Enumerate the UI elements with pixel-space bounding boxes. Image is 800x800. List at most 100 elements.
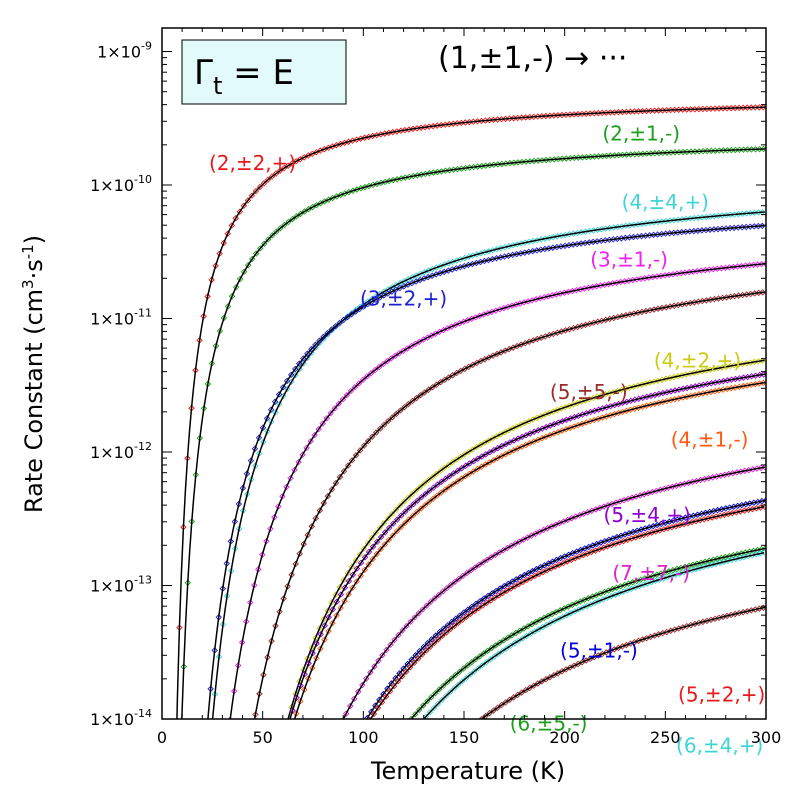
data-point <box>493 432 501 440</box>
data-point <box>487 597 494 604</box>
data-point <box>505 427 513 434</box>
fit-line <box>207 224 765 719</box>
data-point <box>395 749 400 754</box>
data-point <box>343 760 348 765</box>
data-point <box>484 647 491 654</box>
data-point <box>223 750 228 755</box>
data-point <box>510 694 517 701</box>
y-tick-label: 1×10-14 <box>90 707 152 729</box>
data-point <box>421 480 428 487</box>
data-point <box>393 410 400 418</box>
data-point <box>522 686 530 694</box>
data-point <box>478 453 486 460</box>
data-point <box>375 363 383 371</box>
series-8 <box>270 371 766 791</box>
data-point <box>396 279 404 287</box>
data-point <box>471 668 478 675</box>
series-label: (6,±5,-) <box>510 712 588 736</box>
data-point <box>272 170 280 177</box>
data-point <box>368 298 375 306</box>
y-tick-label: 1×10-10 <box>90 173 152 195</box>
data-point <box>383 357 391 365</box>
data-point <box>496 585 504 592</box>
data-point <box>376 294 384 301</box>
data-point <box>535 570 543 578</box>
x-tick-label: 50 <box>252 728 272 747</box>
data-point <box>278 752 283 757</box>
data-point <box>453 456 460 463</box>
data-point <box>337 768 342 773</box>
data-point <box>463 613 470 620</box>
series-label: (4,±4,+) <box>622 190 709 214</box>
symmetry-gamma: Γ <box>194 53 213 93</box>
data-point <box>531 572 539 580</box>
data-point <box>466 460 473 467</box>
data-point <box>496 639 504 646</box>
data-point <box>420 336 427 343</box>
data-point <box>477 441 484 449</box>
data-point <box>457 453 464 461</box>
data-point <box>296 156 304 163</box>
y-tick-base: 1×10 <box>90 710 134 729</box>
data-point <box>204 786 209 791</box>
data-point <box>490 707 497 714</box>
data-point <box>503 645 510 652</box>
data-point <box>301 208 308 215</box>
y-tick-label: 1×10-12 <box>90 440 152 462</box>
x-tick-label: 100 <box>348 728 379 747</box>
data-point <box>276 167 284 175</box>
data-point <box>384 290 392 297</box>
data-point <box>277 224 284 232</box>
data-point <box>516 627 524 634</box>
data-point <box>519 578 527 586</box>
data-point <box>542 676 550 683</box>
data-point <box>528 532 535 539</box>
data-point <box>510 447 517 454</box>
series-5 <box>252 289 766 719</box>
data-point <box>411 728 416 733</box>
data-point <box>489 435 496 442</box>
data-point <box>525 569 532 577</box>
y-tick-base: 1×10 <box>90 443 134 462</box>
data-point <box>494 454 501 462</box>
data-point <box>458 465 465 472</box>
data-point <box>503 587 511 594</box>
data-point <box>407 733 412 738</box>
data-point <box>451 578 459 586</box>
data-point <box>368 295 376 303</box>
data-point <box>537 563 544 571</box>
data-point <box>413 394 420 402</box>
data-point <box>494 704 501 711</box>
data-point <box>348 311 355 318</box>
data-point <box>293 213 300 220</box>
data-point <box>345 751 350 756</box>
data-point <box>397 407 404 414</box>
y-axis-title-mid: ·s <box>20 259 48 279</box>
data-point <box>454 467 461 475</box>
y-axis-title-prefix: Rate Constant (cm <box>20 289 48 513</box>
y-axis-ticks: 1×10-141×10-131×10-121×10-111×10-101×10-… <box>90 40 766 729</box>
data-point <box>534 680 542 687</box>
data-point <box>482 461 489 468</box>
data-point <box>180 663 187 670</box>
data-point <box>412 340 419 348</box>
data-point <box>270 786 275 791</box>
data-point <box>512 629 520 637</box>
data-point <box>280 164 288 172</box>
y-tick-exponent: -12 <box>134 440 152 453</box>
data-point <box>449 372 456 379</box>
data-point <box>281 221 288 229</box>
data-point <box>465 363 473 371</box>
data-point <box>290 724 295 729</box>
data-point <box>555 615 563 623</box>
data-point <box>392 281 400 289</box>
data-point <box>760 549 766 556</box>
series-13 <box>395 549 766 754</box>
data-point <box>384 748 389 753</box>
data-point <box>454 478 461 485</box>
data-point <box>467 566 475 574</box>
data-point <box>317 199 324 207</box>
data-point <box>388 742 393 747</box>
data-point <box>462 674 470 682</box>
data-point <box>438 478 445 485</box>
